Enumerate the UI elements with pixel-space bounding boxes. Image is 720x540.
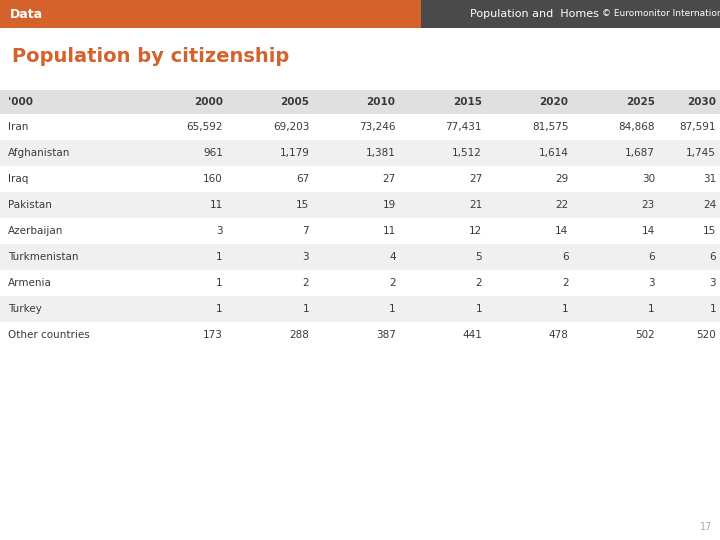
Text: 7: 7 [302, 226, 309, 236]
Text: Azerbaijan: Azerbaijan [8, 226, 63, 236]
Bar [0, 192, 720, 218]
Text: 30: 30 [642, 174, 654, 184]
Text: © Euromonitor International: © Euromonitor International [602, 10, 720, 18]
Text: 84,868: 84,868 [618, 122, 654, 132]
Bar [0, 296, 720, 322]
Text: 1,687: 1,687 [625, 148, 654, 158]
Text: 1: 1 [389, 304, 395, 314]
Text: 1: 1 [562, 304, 568, 314]
Text: Population and  Homes: Population and Homes [470, 9, 599, 19]
Text: 3: 3 [302, 252, 309, 262]
Text: 520: 520 [696, 330, 716, 340]
Text: 11: 11 [382, 226, 395, 236]
Bar [0, 0, 421, 28]
Text: 1: 1 [302, 304, 309, 314]
Text: 87,591: 87,591 [680, 122, 716, 132]
Bar [421, 0, 720, 28]
Text: 81,575: 81,575 [532, 122, 568, 132]
Bar [0, 270, 720, 296]
Text: 6: 6 [648, 252, 654, 262]
Text: Turkey: Turkey [8, 304, 42, 314]
Text: 27: 27 [469, 174, 482, 184]
Text: 173: 173 [203, 330, 222, 340]
Text: 11: 11 [210, 200, 222, 210]
Text: Afghanistan: Afghanistan [8, 148, 71, 158]
Text: 1,381: 1,381 [366, 148, 395, 158]
Text: 15: 15 [296, 200, 309, 210]
Bar [0, 218, 720, 244]
Text: 73,246: 73,246 [359, 122, 395, 132]
Text: 2030: 2030 [687, 97, 716, 107]
Text: 1: 1 [216, 252, 222, 262]
Text: 4: 4 [389, 252, 395, 262]
Text: 2000: 2000 [194, 97, 222, 107]
Text: 22: 22 [555, 200, 568, 210]
Text: 1,745: 1,745 [686, 148, 716, 158]
Text: 1: 1 [216, 278, 222, 288]
Bar [0, 244, 720, 270]
Text: 288: 288 [289, 330, 309, 340]
Text: 1,614: 1,614 [539, 148, 568, 158]
Text: Data: Data [10, 8, 43, 21]
Text: 23: 23 [642, 200, 654, 210]
Text: Turkmenistan: Turkmenistan [8, 252, 78, 262]
Text: 31: 31 [703, 174, 716, 184]
Text: 160: 160 [203, 174, 222, 184]
Text: 2025: 2025 [626, 97, 654, 107]
Text: 1: 1 [475, 304, 482, 314]
Text: 441: 441 [462, 330, 482, 340]
Bar [0, 114, 720, 140]
Bar [0, 90, 720, 114]
Text: 6: 6 [709, 252, 716, 262]
Text: 21: 21 [469, 200, 482, 210]
Text: 5: 5 [475, 252, 482, 262]
Text: Iran: Iran [8, 122, 28, 132]
Text: 14: 14 [555, 226, 568, 236]
Text: 2015: 2015 [453, 97, 482, 107]
Text: 2010: 2010 [366, 97, 395, 107]
Text: 65,592: 65,592 [186, 122, 222, 132]
Text: 29: 29 [555, 174, 568, 184]
Text: 69,203: 69,203 [273, 122, 309, 132]
Text: Population by citizenship: Population by citizenship [12, 46, 289, 65]
Text: 2: 2 [475, 278, 482, 288]
Text: 2005: 2005 [280, 97, 309, 107]
Text: Other countries: Other countries [8, 330, 90, 340]
Text: 1: 1 [216, 304, 222, 314]
Text: 17: 17 [700, 522, 712, 532]
Text: 15: 15 [703, 226, 716, 236]
Text: 3: 3 [648, 278, 654, 288]
Text: 3: 3 [216, 226, 222, 236]
Text: Pakistan: Pakistan [8, 200, 52, 210]
Text: 24: 24 [703, 200, 716, 210]
Text: 1: 1 [709, 304, 716, 314]
Text: 3: 3 [709, 278, 716, 288]
Bar [0, 322, 720, 348]
Text: 77,431: 77,431 [446, 122, 482, 132]
Text: 387: 387 [376, 330, 395, 340]
Text: 478: 478 [549, 330, 568, 340]
Text: Iraq: Iraq [8, 174, 28, 184]
Text: 961: 961 [203, 148, 222, 158]
Text: 12: 12 [469, 226, 482, 236]
Text: 27: 27 [382, 174, 395, 184]
Text: 67: 67 [296, 174, 309, 184]
Text: 2: 2 [389, 278, 395, 288]
Text: '000: '000 [8, 97, 33, 107]
Text: 19: 19 [382, 200, 395, 210]
Text: 1,179: 1,179 [279, 148, 309, 158]
Bar [0, 140, 720, 166]
Text: 2: 2 [302, 278, 309, 288]
Text: 2020: 2020 [539, 97, 568, 107]
Text: 2: 2 [562, 278, 568, 288]
Text: 14: 14 [642, 226, 654, 236]
Text: 502: 502 [635, 330, 654, 340]
Bar [0, 166, 720, 192]
Text: 1: 1 [648, 304, 654, 314]
Text: 6: 6 [562, 252, 568, 262]
Text: Armenia: Armenia [8, 278, 52, 288]
Text: 1,512: 1,512 [452, 148, 482, 158]
